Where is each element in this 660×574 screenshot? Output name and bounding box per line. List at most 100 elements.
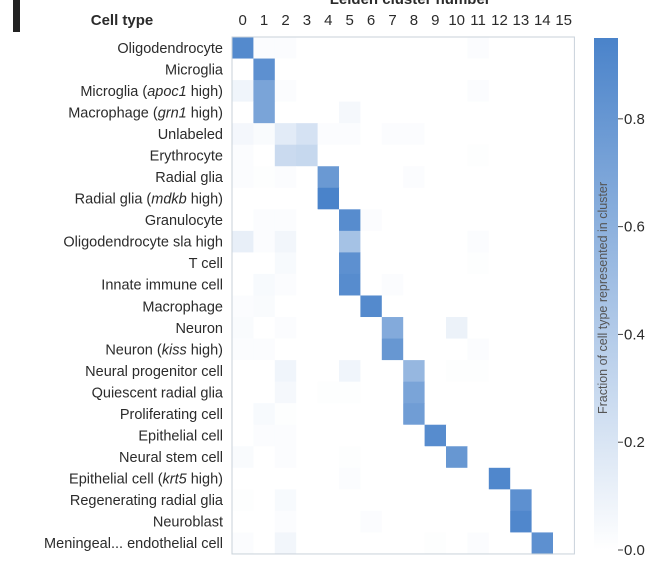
heatmap-cell [253, 382, 275, 404]
y-tick-label: Neuron [175, 321, 223, 337]
heatmap-cell [296, 37, 318, 59]
heatmap-cell [253, 425, 275, 447]
heatmap-cell [382, 382, 404, 404]
heatmap-cell [253, 102, 275, 124]
heatmap-cell [382, 37, 404, 59]
heatmap-cell [446, 59, 468, 81]
heatmap-cell [232, 123, 254, 145]
heatmap-cell [489, 382, 511, 404]
y-tick-label: Neural stem cell [119, 450, 223, 466]
heatmap-cell [532, 145, 554, 167]
colorbar-tick-label: 0.2 [624, 434, 645, 451]
heatmap-cell [318, 360, 340, 382]
heatmap-cell [275, 468, 297, 490]
heatmap-cell [403, 123, 425, 145]
heatmap-cell [403, 252, 425, 274]
heatmap-cell [232, 231, 254, 253]
heatmap-cell [532, 382, 554, 404]
heatmap-cell [532, 317, 554, 339]
heatmap-cell [467, 489, 489, 511]
heatmap-cell [553, 489, 575, 511]
heatmap-cell [275, 489, 297, 511]
heatmap-cell [318, 489, 340, 511]
y-tick-label: Quiescent radial glia [92, 385, 224, 401]
heatmap-cell [553, 382, 575, 404]
heatmap-cell [382, 188, 404, 210]
heatmap-cell [232, 102, 254, 124]
heatmap-cell [489, 511, 511, 533]
x-tick-label: 10 [448, 12, 465, 29]
heatmap-cell [425, 274, 447, 296]
heatmap-cell [403, 339, 425, 361]
heatmap-cell [425, 145, 447, 167]
heatmap-cell [532, 188, 554, 210]
heatmap-cell [446, 403, 468, 425]
heatmap-cell [489, 145, 511, 167]
heatmap-cell [360, 102, 382, 124]
colorbar-tick-label: 0.0 [624, 542, 645, 559]
heatmap-cell [532, 532, 554, 554]
heatmap-cell [553, 295, 575, 317]
heatmap-cell [446, 339, 468, 361]
heatmap-cell [446, 252, 468, 274]
heatmap-cell [446, 446, 468, 468]
heatmap-cell [253, 123, 275, 145]
heatmap-cell [382, 532, 404, 554]
heatmap-cell [232, 166, 254, 188]
heatmap-cell [318, 295, 340, 317]
x-tick-label: 11 [470, 12, 486, 29]
heatmap-cell [489, 252, 511, 274]
heatmap-cell [403, 382, 425, 404]
heatmap-cell [318, 511, 340, 533]
heatmap-cell [382, 274, 404, 296]
heatmap-cell [446, 425, 468, 447]
heatmap-cell [318, 252, 340, 274]
y-tick-label: T cell [189, 256, 223, 272]
heatmap-cell [489, 425, 511, 447]
heatmap-cell [253, 511, 275, 533]
heatmap-cell [425, 252, 447, 274]
heatmap-cell [318, 339, 340, 361]
heatmap-cell [553, 231, 575, 253]
heatmap-cell [510, 403, 532, 425]
heatmap-cell [532, 425, 554, 447]
heatmap-cell [510, 468, 532, 490]
y-tick-label: Neuron (kiss high) [105, 342, 223, 358]
heatmap-cell [403, 145, 425, 167]
heatmap-cell [253, 489, 275, 511]
heatmap-cell [467, 166, 489, 188]
heatmap-cell [510, 166, 532, 188]
heatmap-cell [275, 59, 297, 81]
heatmap-cell [318, 166, 340, 188]
heatmap-cell [532, 80, 554, 102]
heatmap-cell [296, 209, 318, 231]
y-tick-label: Neural progenitor cell [85, 364, 223, 380]
heatmap-cell [467, 188, 489, 210]
heatmap-cell [253, 59, 275, 81]
heatmap-cell [532, 403, 554, 425]
heatmap-cell [403, 360, 425, 382]
heatmap-cell [339, 59, 361, 81]
heatmap-cell [339, 295, 361, 317]
heatmap-cell [232, 425, 254, 447]
heatmap-cell [232, 511, 254, 533]
heatmap-cell [232, 209, 254, 231]
heatmap-cell [425, 231, 447, 253]
heatmap-cell [382, 295, 404, 317]
colorbar-tick-label: 0.4 [624, 326, 645, 343]
heatmap-cell [403, 274, 425, 296]
heatmap-cell [339, 446, 361, 468]
heatmap-cell [532, 166, 554, 188]
heatmap-cell [403, 425, 425, 447]
heatmap-cell [446, 209, 468, 231]
heatmap-cell [360, 425, 382, 447]
heatmap-cell [425, 489, 447, 511]
heatmap-cell [339, 317, 361, 339]
x-axis-title: Leiden cluster number [330, 0, 491, 8]
heatmap-cell [296, 425, 318, 447]
heatmap-cell [467, 339, 489, 361]
heatmap-cell [532, 252, 554, 274]
heatmap-cell [403, 59, 425, 81]
heatmap-cell [425, 317, 447, 339]
heatmap-cell [553, 468, 575, 490]
